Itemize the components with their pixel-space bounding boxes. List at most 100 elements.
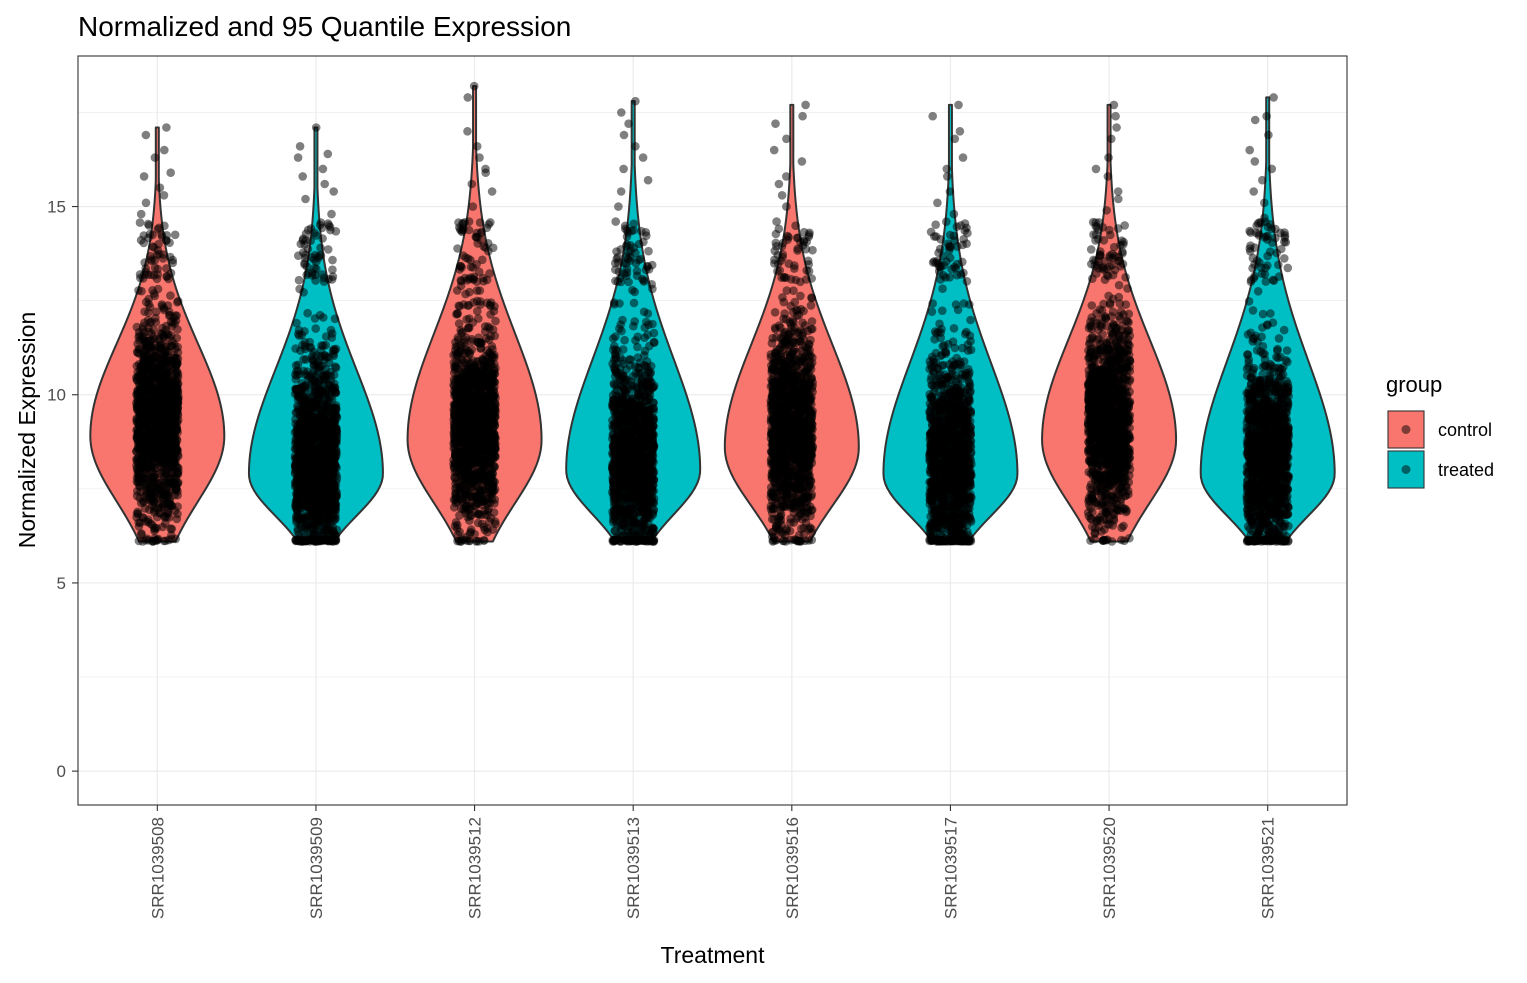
point <box>173 509 182 519</box>
point <box>328 255 337 265</box>
point <box>319 273 329 283</box>
point <box>457 263 466 272</box>
point <box>315 482 324 492</box>
point <box>459 467 469 476</box>
point <box>457 227 467 237</box>
point <box>165 333 174 343</box>
point <box>318 234 327 243</box>
point <box>300 370 310 379</box>
point <box>297 462 307 472</box>
point <box>140 460 150 469</box>
point <box>147 473 157 482</box>
point <box>479 242 489 251</box>
point <box>173 298 182 307</box>
point <box>488 525 498 534</box>
point <box>470 492 479 502</box>
point <box>157 378 167 388</box>
chart-title: Normalized and 95 Quantile Expression <box>78 11 571 42</box>
point <box>324 392 333 402</box>
point <box>138 427 147 437</box>
point <box>173 395 182 405</box>
point <box>317 361 327 371</box>
point-outlier <box>301 194 310 204</box>
point <box>141 264 150 273</box>
point <box>173 372 183 382</box>
point <box>331 500 340 509</box>
point <box>173 342 182 352</box>
point <box>160 221 169 231</box>
point <box>133 402 143 412</box>
point <box>149 243 159 252</box>
point <box>454 319 464 328</box>
point <box>454 358 463 368</box>
point <box>464 324 473 333</box>
point <box>465 381 475 390</box>
point <box>313 429 323 439</box>
point <box>332 431 342 441</box>
point <box>173 502 182 511</box>
point <box>461 532 471 542</box>
point <box>135 381 145 391</box>
point <box>155 396 165 405</box>
point <box>468 356 478 365</box>
point <box>291 370 300 379</box>
point <box>487 494 497 504</box>
point <box>471 232 481 242</box>
point <box>133 486 142 496</box>
point <box>296 522 306 532</box>
point <box>643 309 653 318</box>
point <box>331 449 340 458</box>
point <box>133 478 143 488</box>
point <box>149 289 159 298</box>
point <box>331 344 341 354</box>
point <box>319 461 329 470</box>
point <box>303 225 313 235</box>
point <box>476 414 486 424</box>
point <box>466 525 476 534</box>
point <box>477 519 487 529</box>
point <box>164 535 173 545</box>
point-outlier <box>329 187 339 196</box>
point <box>454 218 463 227</box>
point <box>321 340 331 350</box>
point <box>165 500 175 509</box>
point <box>486 218 495 227</box>
point <box>478 486 487 496</box>
point <box>169 313 178 323</box>
point <box>297 440 306 450</box>
point <box>491 406 500 416</box>
point <box>158 403 168 413</box>
point <box>300 258 309 268</box>
point-outlier <box>487 187 497 196</box>
point-outlier <box>293 153 303 162</box>
point <box>450 420 459 429</box>
point <box>475 286 485 295</box>
point-outlier <box>475 153 484 162</box>
point <box>149 448 159 457</box>
point <box>322 507 331 516</box>
point <box>456 346 465 356</box>
point <box>141 390 150 399</box>
point <box>145 229 155 239</box>
violin-SRR1039517 <box>882 103 1019 543</box>
point-outlier <box>318 164 328 174</box>
point <box>323 245 333 254</box>
point <box>150 464 159 473</box>
point <box>313 415 322 425</box>
point <box>143 219 153 229</box>
point <box>293 491 302 500</box>
point <box>324 426 333 436</box>
point <box>149 508 159 517</box>
point <box>305 455 315 464</box>
point <box>165 451 174 460</box>
point <box>138 346 148 355</box>
point <box>138 513 147 522</box>
point <box>166 458 175 468</box>
point <box>149 325 159 335</box>
point <box>137 286 146 296</box>
point <box>453 520 462 530</box>
point <box>478 255 487 265</box>
point <box>328 272 338 281</box>
point <box>326 376 336 386</box>
point <box>488 390 497 399</box>
